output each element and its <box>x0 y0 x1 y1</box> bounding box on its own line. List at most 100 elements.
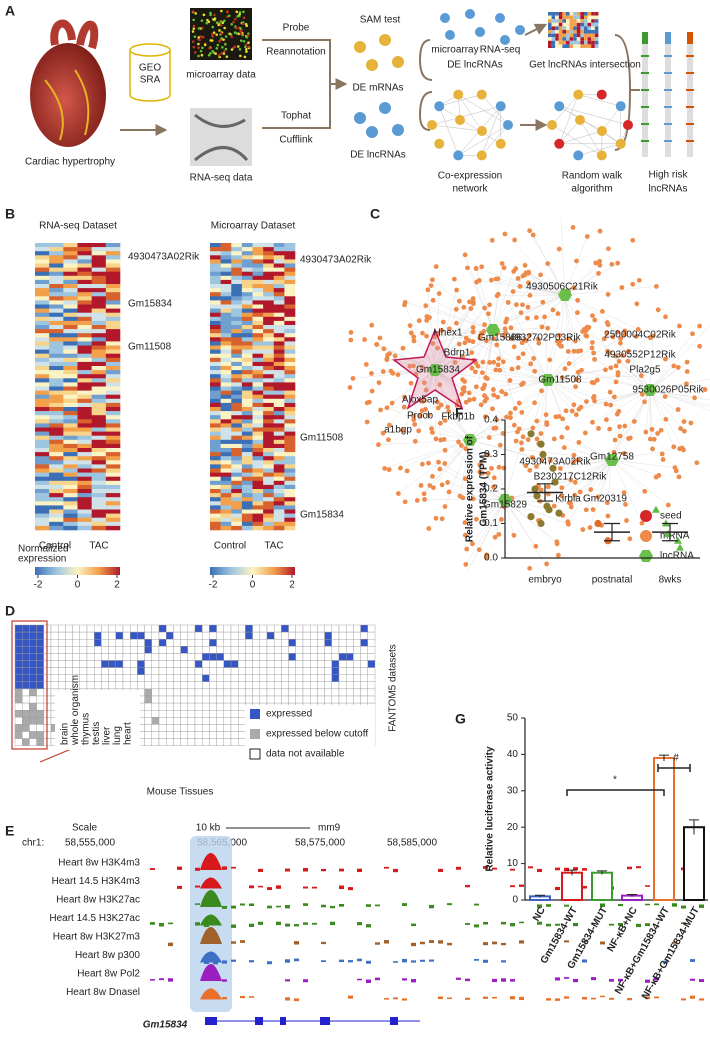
fantom-cell <box>267 632 274 639</box>
net-edge <box>405 302 493 330</box>
heatmap-cell <box>274 354 285 358</box>
fantom-cell <box>166 653 173 660</box>
fantom-cell <box>181 717 188 724</box>
axis-label: Mouse Tissues <box>147 787 214 798</box>
heatmap-cell <box>35 444 49 448</box>
mini-heatmap <box>555 37 559 41</box>
fantom-cell <box>224 710 231 717</box>
mrna-node <box>661 457 666 462</box>
fantom-cell <box>109 632 116 639</box>
track-signal <box>483 960 488 963</box>
heatmap-cell <box>263 403 274 407</box>
heatmap-cell <box>63 469 77 473</box>
mrna-node <box>386 437 391 442</box>
track-signal <box>285 997 290 1000</box>
heatmap-cell <box>35 276 49 280</box>
heatmap-cell <box>231 305 242 309</box>
fantom-cell <box>289 682 296 689</box>
fantom-cell <box>332 653 339 660</box>
mrna-node <box>441 320 446 325</box>
array-spot <box>242 22 245 25</box>
fantom-cell <box>94 639 101 646</box>
fantom-cell <box>217 639 224 646</box>
heatmap-cell <box>92 358 106 362</box>
mrna-node <box>369 371 374 376</box>
mrna-node <box>485 376 490 381</box>
fantom-cell <box>346 632 353 639</box>
heatmap-cell <box>284 501 295 505</box>
mini-heatmap <box>577 19 581 23</box>
fantom-cell <box>65 661 72 668</box>
heatmap-cell <box>78 329 92 333</box>
heatmap-cell <box>253 464 264 468</box>
heatmap-cell <box>78 526 92 530</box>
rank-bar <box>642 32 648 157</box>
mini-heatmap <box>562 16 566 20</box>
colorbar-tick-label: 2 <box>289 580 295 591</box>
track-signal <box>699 998 704 1000</box>
heatmap-cell <box>92 493 106 497</box>
fantom-cell <box>325 675 332 682</box>
fantom-cell <box>152 632 159 639</box>
fantom-cell <box>152 675 159 682</box>
heatmap-cell <box>35 247 49 251</box>
fantom-cell <box>22 661 29 668</box>
fantom-cell <box>123 639 130 646</box>
track-signal <box>195 868 200 871</box>
mini-heatmap <box>562 34 566 38</box>
mrna-node <box>671 364 676 369</box>
heatmap-cell <box>231 387 242 391</box>
heatmap-cell <box>263 432 274 436</box>
fantom-cell <box>145 696 152 703</box>
fantom-cell <box>325 646 332 653</box>
heatmap-cell <box>63 346 77 350</box>
fantom-cell <box>217 739 224 746</box>
track-signal <box>429 960 434 962</box>
track-name: Heart 8w p300 <box>75 950 140 961</box>
heatmap-cell <box>63 514 77 518</box>
net-edge <box>439 106 458 155</box>
heatmap-cell <box>221 288 232 292</box>
heatmap-cell <box>63 411 77 415</box>
heatmap-cell <box>49 469 63 473</box>
heatmap-cell <box>231 255 242 259</box>
heatmap-cell <box>221 505 232 509</box>
fantom-cell <box>29 639 36 646</box>
heatmap-cell <box>106 321 120 325</box>
mini-heatmap <box>595 37 599 41</box>
mrna-node <box>499 517 504 522</box>
fantom-cell <box>29 689 36 696</box>
mrna-node <box>497 465 502 470</box>
fantom-cell <box>123 625 130 632</box>
pipeline-text: GEO <box>139 63 161 74</box>
mini-heatmap <box>588 34 592 38</box>
heatmap-cell <box>63 354 77 358</box>
track-signal <box>303 868 308 871</box>
heatmap-cell <box>253 300 264 304</box>
array-spot <box>235 27 238 30</box>
fantom-cell <box>65 668 72 675</box>
track-signal <box>294 959 299 962</box>
fantom-cell <box>289 625 296 632</box>
heatmap-cell <box>284 346 295 350</box>
heatmap-cell <box>221 313 232 317</box>
mrna-node <box>351 376 356 381</box>
heatmap-cell <box>231 391 242 395</box>
heatmap-cell <box>106 362 120 366</box>
track-signal <box>384 998 389 1000</box>
fantom-cell <box>37 739 44 746</box>
fantom-cell <box>94 632 101 639</box>
heatmap-cell <box>63 288 77 292</box>
mrna-node <box>447 490 452 495</box>
array-spot <box>218 54 221 57</box>
net-node <box>597 150 607 160</box>
mrna-node <box>606 322 611 327</box>
heatmap-cell <box>263 522 274 526</box>
fantom-cell <box>22 668 29 675</box>
fantom-cell <box>202 710 209 717</box>
array-spot <box>192 40 195 43</box>
fantom-cell <box>123 675 130 682</box>
fantom-cell <box>159 710 166 717</box>
track-signal <box>591 998 596 1000</box>
mrna-node <box>571 402 576 407</box>
